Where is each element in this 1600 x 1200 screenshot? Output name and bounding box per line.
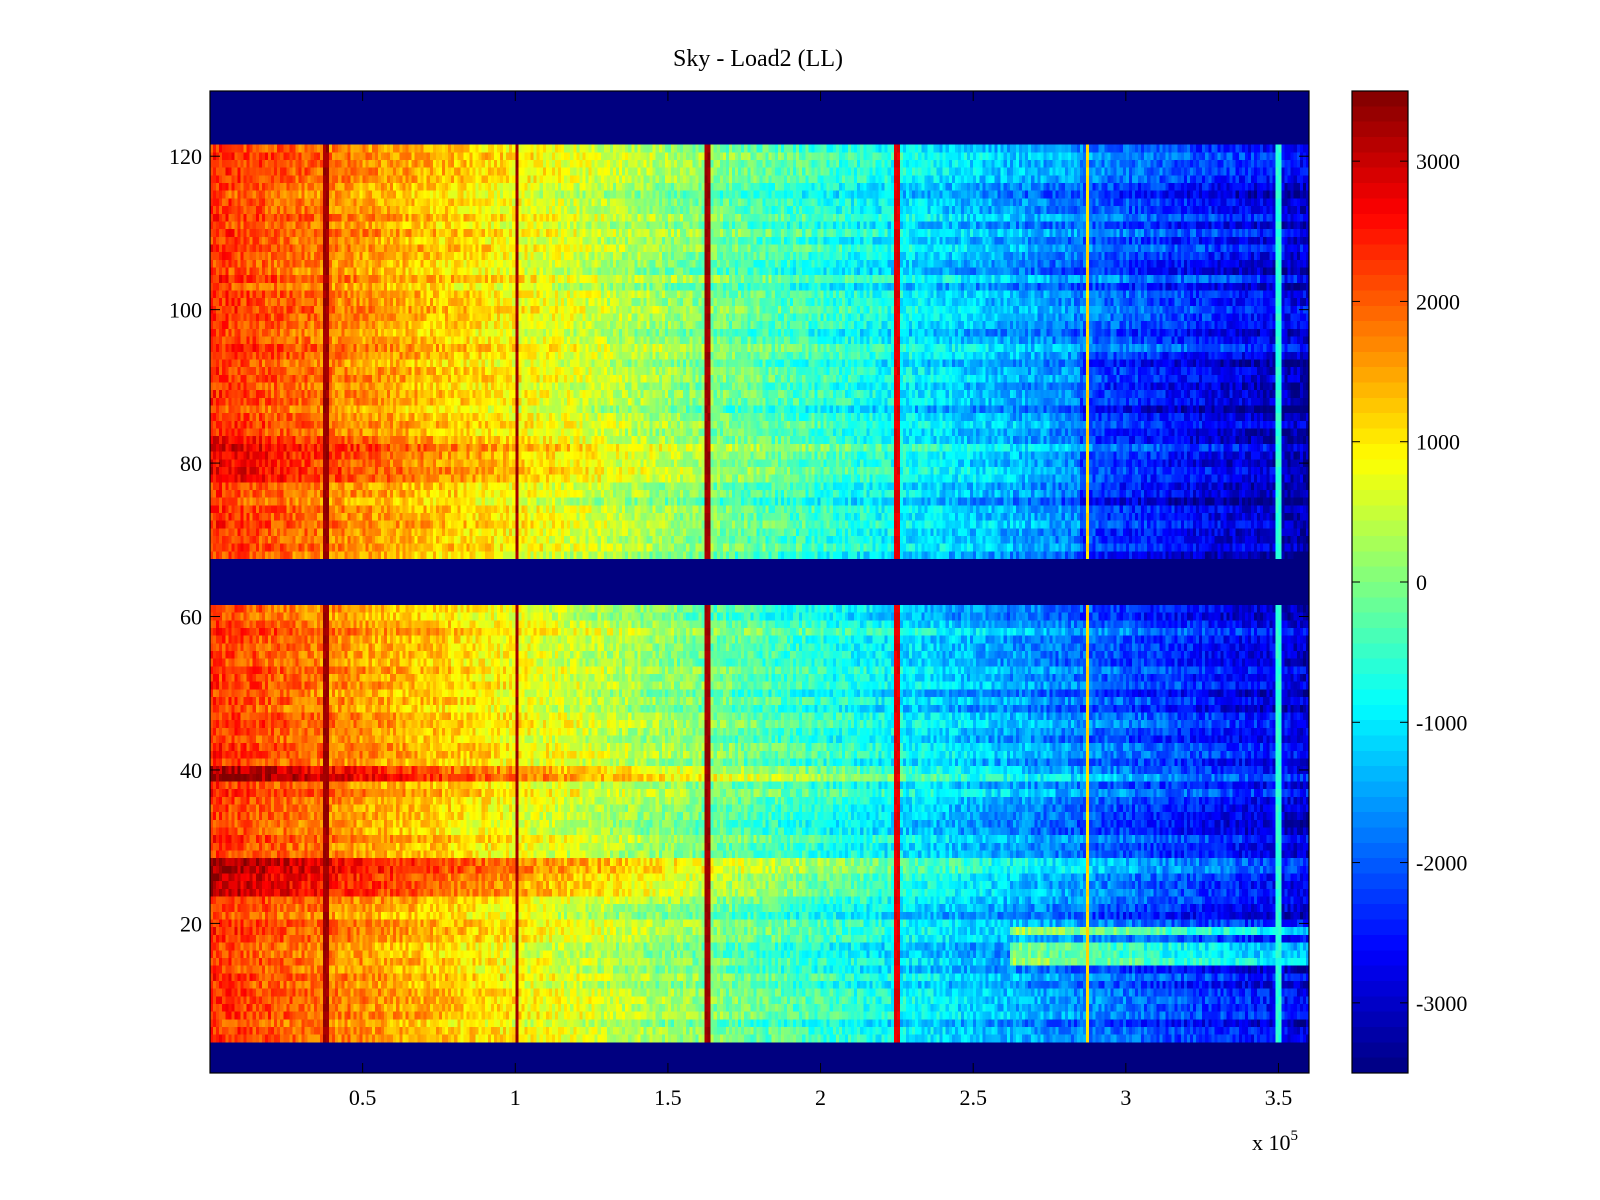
x-tick-label: 1.5 <box>654 1085 682 1110</box>
y-tick-label: 60 <box>180 605 202 630</box>
colorbar-tick-label: 0 <box>1416 570 1427 595</box>
x-tick-label: 2 <box>815 1085 826 1110</box>
colorbar-tick-label: -1000 <box>1416 710 1467 735</box>
colorbar-gradient <box>1352 91 1408 1073</box>
x-tick-label: 3.5 <box>1265 1085 1293 1110</box>
y-tick-label: 80 <box>180 451 202 476</box>
x-tick-label: 0.5 <box>349 1085 377 1110</box>
x-tick-label: 3 <box>1120 1085 1131 1110</box>
colorbar-tick-label: -2000 <box>1416 851 1467 876</box>
colorbar-tick-label: -3000 <box>1416 991 1467 1016</box>
colorbar-tick-label: 2000 <box>1416 289 1460 314</box>
y-tick-label: 100 <box>169 298 202 323</box>
y-tick-label: 120 <box>169 144 202 169</box>
colorbar: 3000 2000 1000 0 -1000 -2000 -3000 <box>1351 90 1467 1074</box>
y-axis: 20 40 60 80 100 120 <box>169 144 1309 936</box>
chart-title: Sky - Load2 (LL) <box>673 46 843 72</box>
colorbar-ticks: 3000 2000 1000 0 -1000 -2000 -3000 <box>1352 149 1467 1016</box>
plot-frame <box>209 90 1310 1074</box>
y-tick-label: 40 <box>180 758 202 783</box>
y-tick-label: 20 <box>180 911 202 936</box>
x-exponent-label: x 105 <box>1252 1128 1298 1155</box>
x-exponent-superscript: 5 <box>1291 1128 1299 1144</box>
x-tick-label: 2.5 <box>959 1085 987 1110</box>
colorbar-tick-label: 3000 <box>1416 149 1460 174</box>
heatmap-plot-area <box>209 90 1310 1074</box>
x-axis: 0.5 1 1.5 2 2.5 3 3.5 <box>349 91 1292 1110</box>
x-tick-label: 1 <box>510 1085 521 1110</box>
colorbar-tick-label: 1000 <box>1416 430 1460 455</box>
heatmap-image <box>210 91 1309 1073</box>
